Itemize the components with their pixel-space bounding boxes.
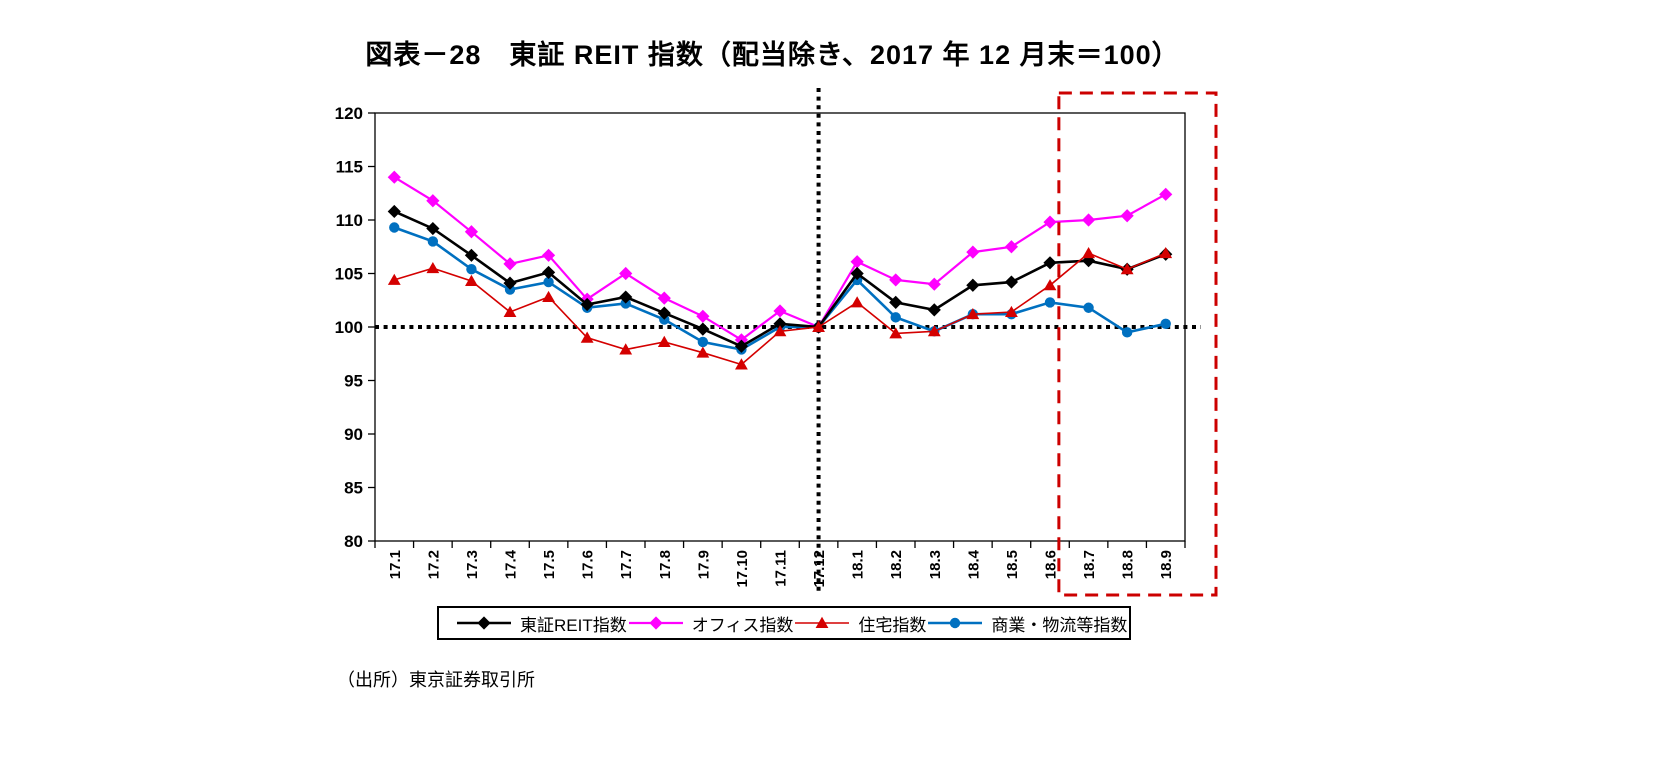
x-tick-label: 17.3 [464,550,481,579]
legend-label: 住宅指数 [858,615,927,635]
legend-label: 商業・物流等指数 [991,615,1128,635]
y-tick-label: 105 [335,265,363,284]
legend: 東証REIT指数 オフィス指数 住宅指数 商業・物流等指数 [437,606,1131,640]
x-tick-label: 17.10 [734,550,751,588]
x-tick-label: 17.8 [657,550,674,579]
x-tick-label: 17.12 [811,550,828,588]
x-tick-label: 17.7 [618,550,635,579]
y-tick-label: 110 [336,211,363,230]
y-tick-label: 90 [344,425,363,444]
x-tick-label: 17.6 [580,550,597,579]
chart-canvas: 80 85 90 95 100 105 110 115 120 17.1 17.2 17.3 17.4 1… [335,88,1218,597]
x-tick-label: 18.5 [1004,550,1021,579]
highlight-box [1057,91,1218,597]
legend-label: 東証REIT指数 [520,615,627,635]
legend-item-office: オフィス指数 [627,611,794,636]
x-tick-label: 18.2 [888,550,905,579]
series-markers-residential [387,246,1173,370]
x-tick-label: 18.7 [1081,550,1098,579]
legend-marker-commercial [928,617,983,629]
x-tick-label: 17.5 [541,550,558,579]
y-tick-label: 100 [335,318,363,337]
y-tick-label: 85 [344,479,363,498]
x-tick-label: 18.1 [850,550,867,579]
chart-title: 図表－28 東証 REIT 指数（配当除き、2017 年 12 月末＝100） [365,40,1180,70]
x-tick-label: 17.4 [503,549,520,579]
y-tick-label: 120 [335,104,363,123]
legend-item-tse-reit: 東証REIT指数 [455,611,627,636]
y-tick-label: 80 [344,532,363,551]
legend-marker-tse-reit [457,616,511,630]
x-tick-label: 18.4 [965,549,982,579]
x-tick-label: 18.6 [1043,550,1060,579]
x-tick-label: 17.11 [773,550,790,587]
legend-item-commercial: 商業・物流等指数 [926,611,1127,636]
legend-item-residential: 住宅指数 [793,611,926,636]
x-tick-label: 18.3 [927,550,944,579]
legend-marker-office [628,616,683,630]
x-tick-label: 18.8 [1120,550,1137,579]
legend-marker-residential [795,616,850,628]
x-tick-label: 17.9 [695,550,712,579]
x-tick-label: 17.2 [425,550,442,579]
y-tick-label: 95 [344,372,363,391]
y-tick-label: 115 [336,158,363,177]
source-note: （出所）東京証券取引所 [337,670,535,690]
x-tick-label: 17.1 [387,550,404,579]
legend-label: オフィス指数 [691,615,794,635]
x-tick-label: 18.9 [1158,550,1175,579]
